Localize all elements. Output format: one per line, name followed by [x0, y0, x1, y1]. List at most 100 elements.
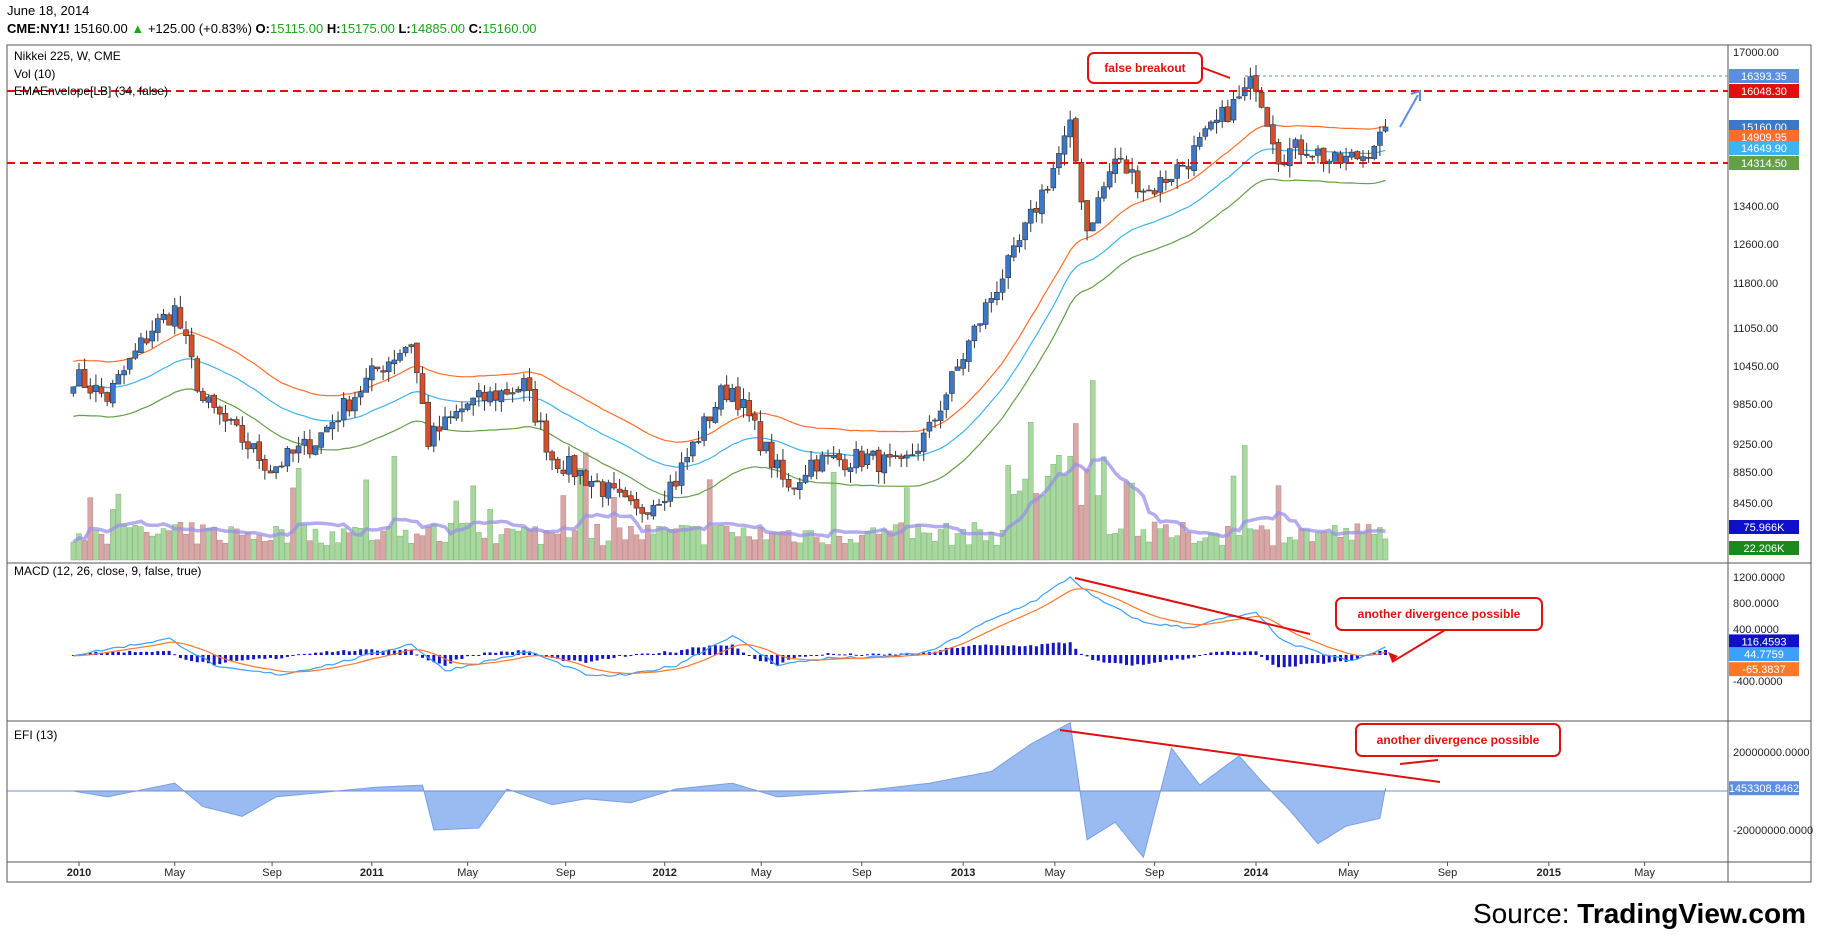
low-label: L:	[398, 21, 411, 36]
macd-histogram-bar	[730, 644, 734, 655]
macd-histogram-bar	[336, 651, 340, 655]
candle-body	[532, 388, 539, 423]
price-candle	[971, 324, 978, 349]
volume-bar	[1360, 532, 1366, 561]
price-candle	[588, 475, 595, 499]
price-candle	[385, 356, 392, 382]
volume-bar	[1123, 481, 1130, 561]
volume-bar	[104, 543, 110, 561]
volume-bar	[425, 526, 431, 561]
price-candle	[1309, 155, 1316, 161]
volume-bar	[1225, 526, 1231, 561]
volume-bar	[904, 487, 910, 561]
volume-bar	[385, 526, 392, 561]
price-candle	[521, 373, 527, 402]
candle-body	[391, 359, 398, 365]
symbol-label[interactable]: CME:NY1!	[7, 21, 70, 36]
macd-histogram-bar	[719, 645, 723, 655]
macd-axis-tick: 800.0000	[1733, 598, 1779, 610]
candle-body	[402, 346, 409, 354]
candle-body	[459, 408, 465, 413]
price-candle	[1084, 200, 1090, 241]
volume-bar	[994, 544, 1000, 561]
macd-histogram-bar	[302, 654, 306, 655]
volume-bar	[859, 535, 865, 561]
volume-bar	[81, 540, 88, 561]
candle-body	[1056, 153, 1062, 169]
candle-body	[1309, 155, 1316, 158]
time-axis-label: May	[457, 867, 478, 879]
candle-body	[233, 419, 240, 426]
macd-histogram-bar	[1203, 654, 1207, 655]
macd-histogram-bar	[1170, 655, 1173, 661]
candle-body	[926, 421, 933, 432]
open-value: 15115.00	[269, 21, 324, 36]
macd-histogram-bar	[483, 652, 486, 655]
open-label: O:	[255, 21, 270, 36]
price-candle	[763, 441, 769, 454]
volume-bar	[870, 527, 876, 561]
price-candle	[1191, 135, 1197, 177]
macd-histogram-bar	[1040, 644, 1044, 655]
efi-pane-title: EFI (13)	[14, 728, 57, 742]
volume-bar	[554, 533, 561, 561]
candle-body	[368, 365, 375, 381]
macd-histogram-bar	[387, 649, 391, 655]
price-candle	[453, 404, 460, 421]
price-candle	[307, 429, 313, 459]
candle-body	[712, 406, 719, 423]
candle-body	[1106, 171, 1113, 188]
macd-histogram-bar	[128, 650, 132, 655]
candle-body	[1129, 169, 1135, 173]
price-candle	[594, 473, 600, 483]
candle-body	[1050, 168, 1057, 189]
macd-histogram-bar	[775, 655, 779, 666]
candle-body	[684, 457, 691, 463]
candle-body	[1022, 222, 1028, 241]
volume-bar	[1337, 536, 1344, 561]
price-candle	[459, 401, 465, 422]
price-candle	[796, 477, 803, 500]
price-candle	[628, 490, 634, 506]
candle-body	[70, 386, 77, 394]
price-candle	[323, 424, 330, 433]
price-candle	[926, 415, 933, 438]
price-candle	[368, 357, 375, 392]
price-candle	[1196, 132, 1203, 150]
macd-histogram-bar	[1299, 655, 1303, 665]
candle-body	[318, 432, 325, 448]
volume-bar	[599, 545, 606, 561]
macd-histogram-bar	[167, 650, 171, 655]
price-candle	[836, 449, 843, 467]
macd-histogram-bar	[1277, 655, 1280, 668]
time-axis-label: May	[1338, 867, 1359, 879]
macd-histogram-bar	[178, 655, 182, 659]
candle-body	[81, 369, 88, 388]
price-candle	[830, 445, 837, 460]
macd-histogram-bar	[1164, 655, 1168, 660]
candle-body	[385, 361, 392, 372]
price-candle	[402, 346, 409, 357]
macd-histogram-bar	[325, 651, 329, 655]
axis-tag-text: 22.206K	[1744, 543, 1786, 555]
macd-histogram-bar	[1012, 645, 1016, 655]
price-candle	[1348, 148, 1355, 160]
price-candle	[1016, 234, 1023, 253]
macd-histogram-bar	[235, 655, 239, 661]
macd-histogram-bar	[804, 655, 807, 657]
price-candle	[735, 377, 741, 416]
volume-indicator-label: Vol (10)	[14, 67, 55, 81]
price-axis-tick: 10450.00	[1733, 361, 1779, 373]
macd-histogram-bar	[511, 652, 515, 655]
price-candle	[1213, 109, 1220, 134]
price-candle	[999, 269, 1006, 301]
price-candle	[605, 479, 612, 506]
price-change: +125.00 (+0.83%)	[147, 21, 252, 36]
volume-bar	[132, 525, 139, 561]
candle-body	[1343, 155, 1349, 164]
price-candle	[1377, 126, 1383, 157]
macd-histogram-bar	[1113, 655, 1117, 663]
macd-histogram-bar	[1209, 652, 1213, 655]
candle-body	[76, 369, 82, 387]
